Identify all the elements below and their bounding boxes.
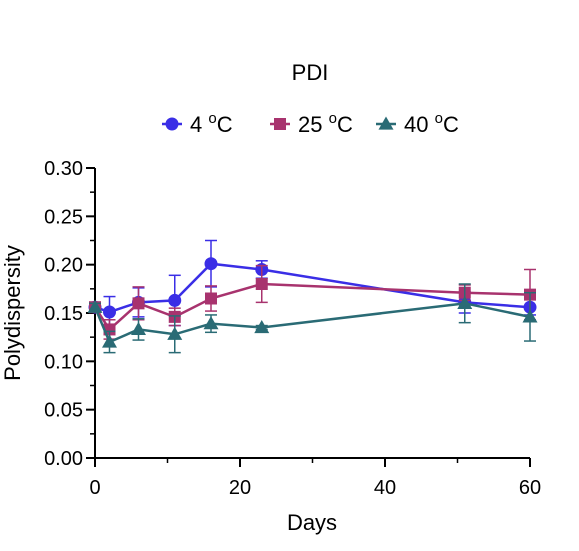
legend-label: 25 oC xyxy=(298,110,353,137)
series-triangle xyxy=(87,283,538,354)
data-point xyxy=(255,278,268,290)
y-tick-label: 0.20 xyxy=(44,255,83,277)
data-point xyxy=(102,334,117,348)
series-line xyxy=(93,302,531,344)
x-tick-label: 0 xyxy=(89,477,100,499)
data-point xyxy=(132,297,145,310)
data-point xyxy=(167,326,183,340)
legend-marker xyxy=(378,116,394,130)
y-axis-label: Polydispersity xyxy=(0,245,25,381)
data-point xyxy=(457,295,473,309)
plot-area xyxy=(87,239,538,354)
data-point xyxy=(204,257,218,271)
legend-item: 25 oC xyxy=(270,110,353,137)
x-axis-label: Days xyxy=(287,510,337,535)
x-axis-ticks: 0 20 40 60 xyxy=(89,458,541,499)
chart-title: PDI xyxy=(292,60,329,85)
data-point xyxy=(205,292,217,305)
legend-item: 4 oC xyxy=(162,110,233,137)
data-point xyxy=(203,316,219,330)
x-tick-label: 40 xyxy=(374,477,396,499)
x-tick-label: 20 xyxy=(229,477,251,499)
y-tick-label: 0.25 xyxy=(44,206,83,228)
data-point xyxy=(168,293,182,307)
data-point xyxy=(87,299,103,313)
y-tick-label: 0.15 xyxy=(44,303,83,325)
legend-label: 4 oC xyxy=(190,110,233,137)
data-point xyxy=(522,309,538,323)
y-tick-label: 0.10 xyxy=(44,351,83,373)
y-tick-label: 0.05 xyxy=(44,400,83,422)
data-point xyxy=(103,305,116,319)
x-tick-label: 60 xyxy=(519,477,541,499)
data-point xyxy=(131,321,146,336)
legend-marker xyxy=(165,117,179,131)
legend: 4 oC 25 oC 40 oC xyxy=(162,110,459,137)
y-tick-label: 0.00 xyxy=(44,448,83,470)
series-square xyxy=(89,264,536,340)
data-point xyxy=(254,320,270,334)
y-tick-label: 0.30 xyxy=(44,158,83,180)
y-axis-ticks: 0.00 0.05 0.10 0.15 0.20 0.25 0.30 xyxy=(44,158,95,470)
legend-marker xyxy=(274,118,286,130)
axes: 0.00 0.05 0.10 0.15 0.20 0.25 0.30 0 20 40 60 xyxy=(44,158,541,499)
legend-label: 40 oC xyxy=(404,110,459,137)
legend-item: 40 oC xyxy=(376,110,459,137)
